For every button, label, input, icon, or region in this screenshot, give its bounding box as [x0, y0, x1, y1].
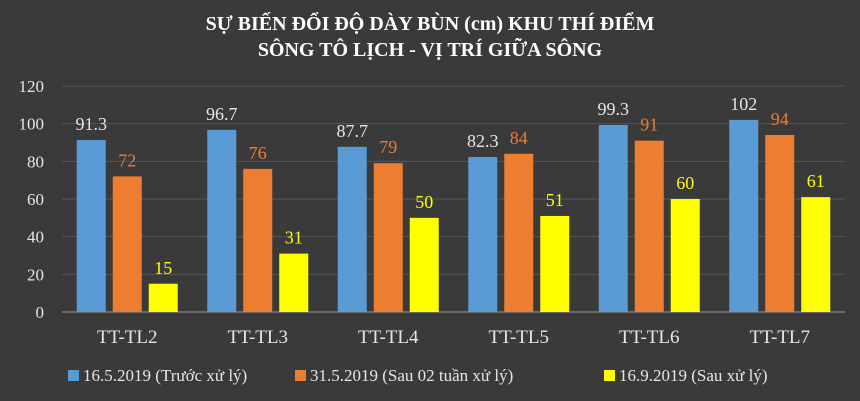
- bar: [373, 163, 403, 312]
- bar: [337, 146, 367, 312]
- x-tick-label: TT-TL7: [749, 327, 810, 348]
- data-label: 91: [640, 115, 658, 135]
- legend-label: 16.9.2019 (Sau xử lý): [619, 366, 768, 385]
- data-label: 84: [510, 128, 528, 148]
- x-tick-label: TT-TL3: [227, 327, 288, 348]
- bar: [207, 129, 237, 312]
- bar: [504, 153, 534, 312]
- y-axis-ticks: 0 20 40 60 80 100 120: [19, 77, 45, 322]
- bar: [801, 197, 831, 312]
- bar: [540, 215, 570, 312]
- data-label: 61: [807, 171, 825, 191]
- data-label: 79: [379, 137, 397, 157]
- bar: [765, 134, 795, 312]
- y-tick-label: 100: [19, 115, 45, 134]
- bar: [243, 168, 273, 312]
- data-label: 50: [415, 192, 433, 212]
- data-label: 60: [676, 173, 694, 193]
- x-axis-ticks: TT-TL2 TT-TL3 TT-TL4 TT-TL5 TT-TL6 TT-TL7: [97, 327, 810, 348]
- y-tick-label: 40: [27, 228, 44, 247]
- x-tick-label: TT-TL4: [358, 327, 419, 348]
- bar: [468, 157, 498, 312]
- legend-label: 31.5.2019 (Sau 02 tuần xử lý): [310, 366, 513, 385]
- bar: [148, 283, 178, 312]
- data-labels: 91.3 72 15 96.7 76 31 87.7 79 50 82.3 84 51 99.3 91 60…: [76, 94, 825, 278]
- legend-swatch: [604, 370, 615, 381]
- data-label: 82.3: [467, 131, 499, 151]
- legend-label: 16.5.2019 (Trước xử lý): [83, 366, 247, 385]
- legend-swatch: [295, 370, 306, 381]
- x-tick-label: TT-TL6: [619, 327, 680, 348]
- x-tick-label: TT-TL2: [97, 327, 158, 348]
- y-tick-label: 20: [27, 265, 44, 284]
- y-tick-label: 80: [27, 152, 44, 171]
- data-label: 102: [730, 94, 757, 114]
- bar: [279, 253, 309, 312]
- data-label: 87.7: [337, 121, 369, 141]
- bar: [729, 119, 759, 313]
- data-label: 15: [154, 258, 172, 278]
- data-label: 99.3: [598, 99, 630, 119]
- data-label: 96.7: [206, 104, 238, 124]
- gridlines: [62, 85, 845, 313]
- bar: [598, 124, 628, 312]
- bar: [670, 199, 700, 312]
- data-label: 91.3: [76, 114, 108, 134]
- bar: [634, 140, 664, 312]
- chart-title-line-1: SỰ BIẾN ĐỔI ĐỘ DÀY BÙN (cm) KHU THÍ ĐIỂM: [206, 11, 655, 35]
- legend-swatch: [68, 370, 79, 381]
- bar: [112, 176, 142, 312]
- data-label: 31: [285, 228, 303, 248]
- bar: [409, 217, 439, 312]
- data-label: 51: [546, 190, 564, 210]
- data-label: 94: [771, 109, 789, 129]
- bars: [76, 119, 831, 313]
- bar: [76, 140, 106, 312]
- y-tick-label: 120: [19, 77, 45, 96]
- y-tick-label: 0: [36, 303, 45, 322]
- y-tick-label: 60: [27, 190, 44, 209]
- chart-title-line-2: SÔNG TÔ LỊCH - VỊ TRÍ GIỮA SÔNG: [258, 37, 603, 61]
- x-tick-label: TT-TL5: [488, 327, 549, 348]
- data-label: 72: [118, 150, 136, 170]
- data-label: 76: [249, 143, 267, 163]
- legend: 16.5.2019 (Trước xử lý) 31.5.2019 (Sau 02…: [68, 366, 768, 385]
